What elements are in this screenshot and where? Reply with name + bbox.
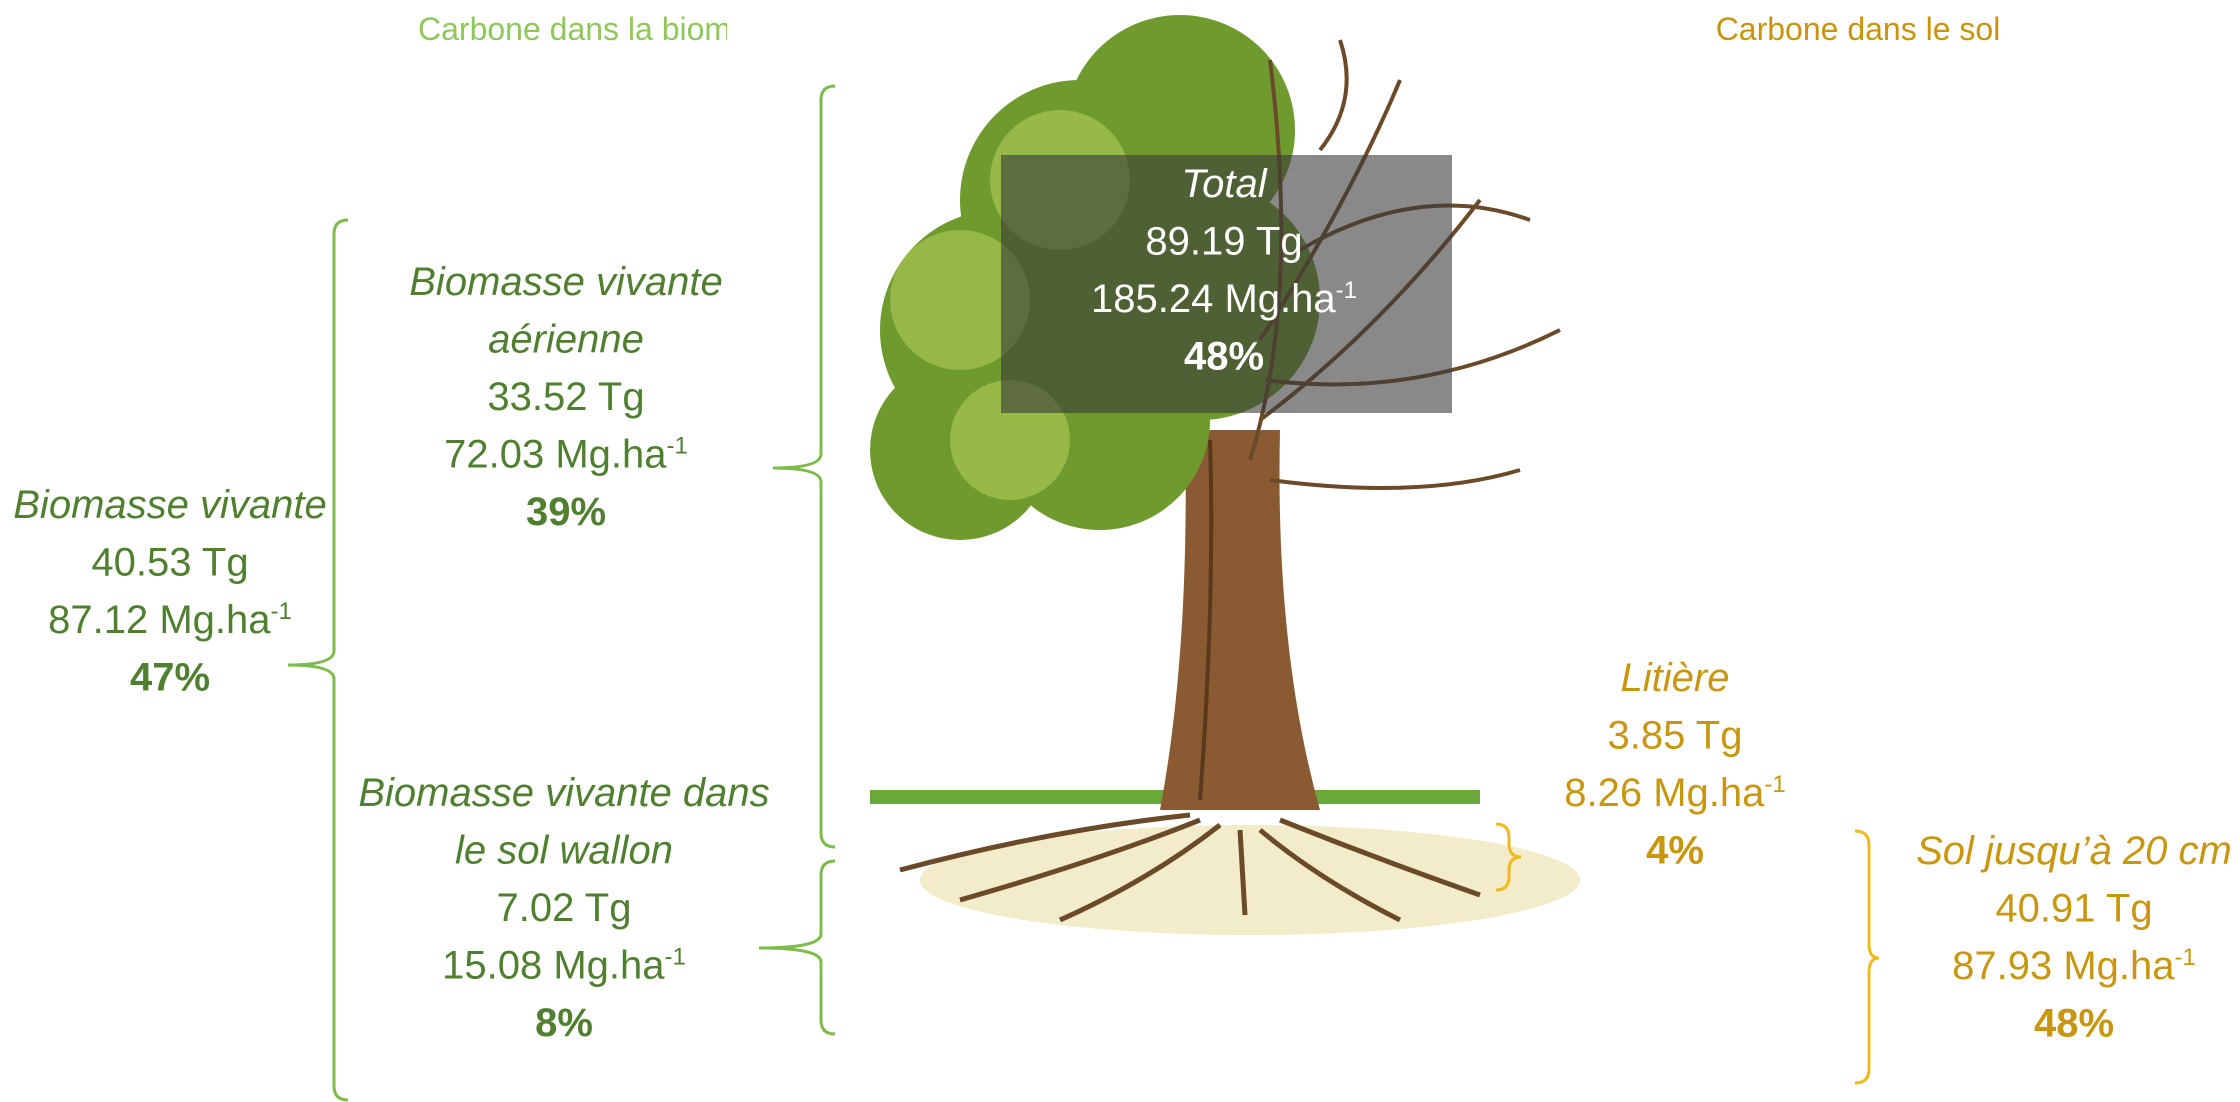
block-mgha: 15.08 Mg.ha-1 (442, 944, 686, 988)
tree-illustration (870, 15, 1580, 935)
mgha-value: 15.08 Mg.ha (442, 944, 665, 988)
header-right: Carbone dans le sol (1716, 11, 2001, 47)
brace (1855, 831, 1879, 1083)
block-label: Sol jusqu’à 20 cm (1916, 829, 2232, 873)
block-tg: 40.53 Tg (91, 541, 248, 585)
block-label: le sol wallon (455, 829, 673, 873)
block-label: Total (1181, 162, 1267, 206)
block-label: Biomasse vivante dans (358, 771, 769, 815)
mgha-exponent: -1 (1764, 771, 1785, 798)
block-tg: 89.19 Tg (1145, 220, 1302, 264)
block-label: Biomasse vivante (409, 260, 722, 304)
block-mgha: 87.12 Mg.ha-1 (48, 598, 292, 642)
mgha-value: 87.93 Mg.ha (1952, 944, 2175, 988)
block-pct: 4% (1646, 829, 1704, 873)
block-label: aérienne (488, 318, 644, 362)
block-pct: 8% (535, 1001, 593, 1045)
block-pct: 39% (526, 490, 606, 534)
mgha-value: 72.03 Mg.ha (444, 433, 667, 477)
mgha-exponent: -1 (2175, 944, 2196, 971)
brace (773, 86, 835, 847)
mgha-value: 8.26 Mg.ha (1564, 771, 1765, 815)
diagram: Carbone dans la biomass Carbone dans le … (0, 0, 2240, 1102)
block-tg: 7.02 Tg (497, 886, 632, 930)
block-tg: 3.85 Tg (1608, 714, 1743, 758)
block-tg: 40.91 Tg (1995, 887, 2152, 931)
block-tg: 33.52 Tg (487, 375, 644, 419)
block-pct: 48% (1184, 335, 1264, 379)
brace (288, 220, 348, 1100)
block-mgha: 8.26 Mg.ha-1 (1564, 771, 1785, 815)
block-mgha: 72.03 Mg.ha-1 (444, 433, 688, 477)
mgha-exponent: -1 (271, 598, 292, 625)
mgha-value: 185.24 Mg.ha (1091, 277, 1336, 321)
header-left: Carbone dans la biomass (418, 11, 781, 47)
mgha-value: 87.12 Mg.ha (48, 598, 271, 642)
block-pct: 47% (130, 656, 210, 700)
block-mgha: 185.24 Mg.ha-1 (1091, 277, 1357, 321)
mgha-exponent: -1 (1336, 277, 1357, 304)
brace (759, 861, 835, 1034)
block-pct: 48% (2034, 1002, 2114, 1046)
block-label: Biomasse vivante (13, 483, 326, 527)
mgha-exponent: -1 (665, 944, 686, 971)
block-label: Litière (1621, 656, 1730, 700)
block-mgha: 87.93 Mg.ha-1 (1952, 944, 2196, 988)
mgha-exponent: -1 (667, 433, 688, 460)
